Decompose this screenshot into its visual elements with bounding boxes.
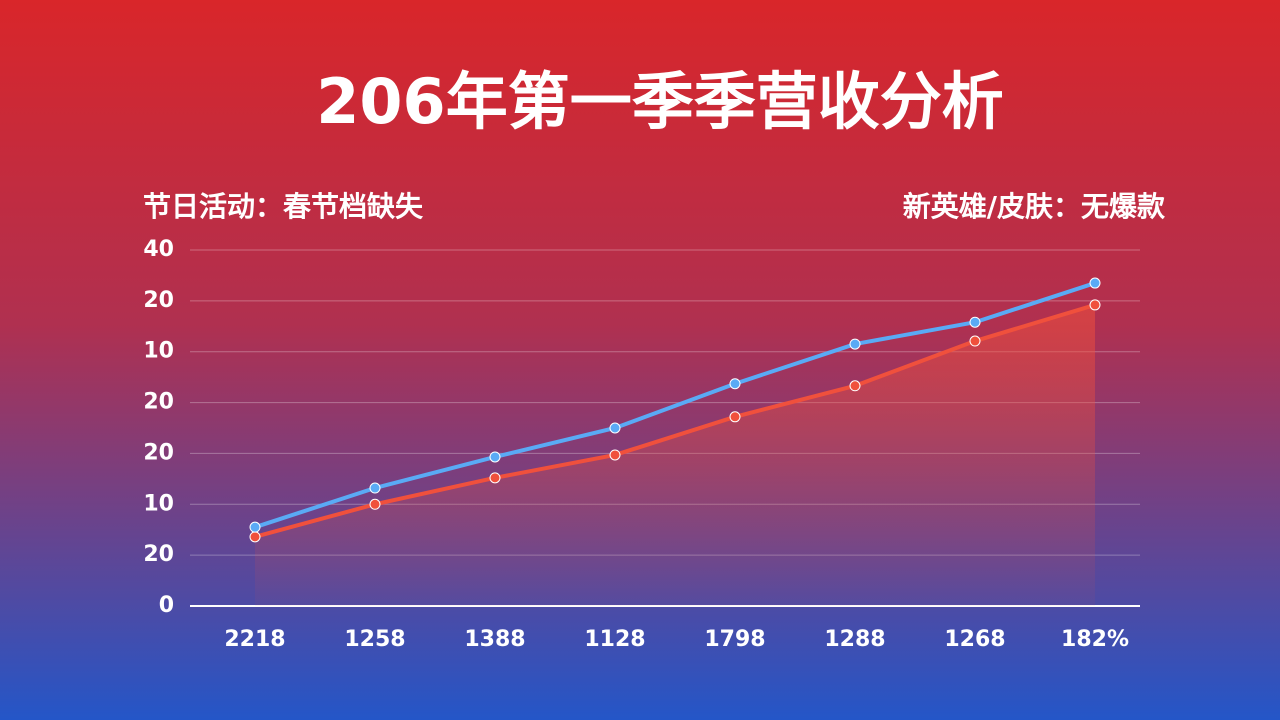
area: [255, 304, 1095, 606]
x-tick-label: 182%: [1061, 627, 1129, 652]
point: [969, 335, 981, 347]
x-tick-label: 1268: [944, 627, 1005, 652]
line: [254, 281, 1096, 530]
y-tick-label: 0: [159, 593, 174, 618]
chart-title: 206年第一季季营收分析: [316, 65, 1003, 138]
y-tick-label: 20: [143, 542, 174, 567]
y-tick-label: 10: [143, 491, 174, 516]
point: [849, 338, 861, 350]
line: [254, 303, 1096, 539]
y-tick-label: 40: [143, 237, 174, 262]
point: [729, 411, 741, 423]
point: [369, 482, 381, 494]
annotation: 新英雄/皮肤：无爆款: [903, 190, 1166, 223]
point: [369, 498, 381, 510]
x-tick-label: 1288: [824, 627, 885, 652]
x-tick-label: 1388: [464, 627, 525, 652]
point: [849, 380, 861, 392]
point: [609, 422, 621, 434]
x-tick-label: 2218: [224, 627, 285, 652]
point: [609, 449, 621, 461]
y-tick-label: 20: [143, 288, 174, 313]
point: [249, 531, 261, 543]
x-tick-label: 1128: [584, 627, 645, 652]
annotation: 节日活动：春节档缺失: [143, 190, 424, 223]
point: [969, 316, 981, 328]
point: [489, 451, 501, 463]
y-tick-label: 20: [143, 390, 174, 415]
point: [1089, 277, 1101, 289]
x-tick-label: 1798: [704, 627, 765, 652]
y-tick-label: 10: [143, 339, 174, 364]
point: [489, 472, 501, 484]
x-tick-label: 1258: [344, 627, 405, 652]
point: [1089, 299, 1101, 311]
y-tick-label: 20: [143, 440, 174, 465]
point: [729, 378, 741, 390]
point: [249, 521, 261, 533]
